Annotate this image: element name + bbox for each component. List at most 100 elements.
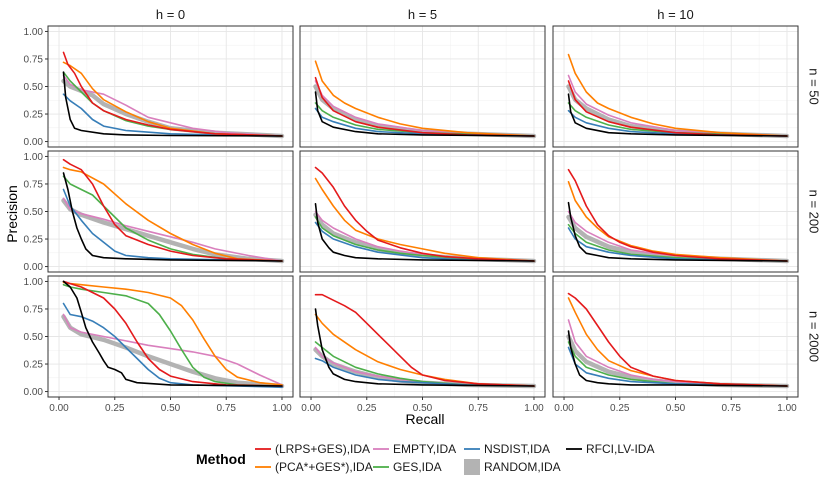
series-line-pca [62,166,283,262]
panel-r2-c2 [552,275,799,398]
panel-r0-c1 [299,25,546,148]
series-line-rfci [62,280,283,387]
y-tick-label: 0.50 [24,82,44,93]
series-line-rfci [567,93,788,137]
legend-item-random: RANDOM,IDA [464,459,561,475]
panel-r2-c0 [47,275,294,398]
x-tick-label: 0.75 [722,403,742,414]
series-line-lrps [567,292,788,387]
y-tick-label: 0.00 [24,387,44,398]
series-line-rfci [314,203,535,262]
strips-layer: h = 0 h = 5 h = 10 n = 50 n = 200 n = 2000 [156,7,822,362]
legend-item-ges: GES,IDA [373,460,442,474]
panel-border [552,150,799,273]
series-line-empty [62,313,283,386]
series-line-ges [62,175,283,262]
x-tick-label: 1.00 [777,403,797,414]
legend-label: (LRPS+GES),IDA [275,442,370,456]
legend-item-lrps: (LRPS+GES),IDA [255,442,370,456]
x-tick-label: 0.00 [49,403,69,414]
series-line-lrps [62,51,283,137]
legend-item-empty: EMPTY,IDA [373,442,456,456]
column-strip-label: h = 10 [657,7,694,22]
y-axis-label: Precision [4,185,20,243]
y-tick-label: 0.75 [24,179,44,190]
y-tick-label: 0.00 [24,262,44,273]
panel-border [299,25,546,148]
series-line-lrps [314,166,535,262]
series-line-lrps [62,280,283,387]
series-line-pca [567,181,788,262]
panel-r0-c0 [47,25,294,148]
column-strip-label: h = 0 [156,7,185,22]
x-tick-label: 0.50 [666,403,686,414]
series-line-pca [314,60,535,137]
series-line-nsdist [314,357,535,387]
series-line-nsdist [567,227,788,262]
x-tick-label: 0.25 [610,403,630,414]
series-line-random [61,314,285,389]
y-tick-label: 1.00 [24,27,44,38]
legend-label: NSDIST,IDA [484,442,550,456]
y-tick-label: 0.25 [24,235,44,246]
series-line-rfci [314,91,535,137]
x-tick-label: 0.00 [301,403,321,414]
x-tick-label: 0.25 [357,403,377,414]
y-tick-label: 0.75 [24,304,44,315]
y-tick-label: 0.25 [24,360,44,371]
x-tick-label: 0.75 [469,403,489,414]
y-tick-label: 0.25 [24,110,44,121]
y-tick-label: 1.00 [24,152,44,163]
panel-border [299,150,546,273]
row-strip-label: n = 200 [807,190,822,234]
series-line-nsdist [62,93,283,137]
panel-r1-c2 [552,150,799,273]
legend-item-rfci: RFCI,LV-IDA [566,442,654,456]
series-line-lrps [314,293,535,387]
series-line-nsdist [62,302,283,388]
x-tick-label: 1.00 [524,403,544,414]
panel-border [552,25,799,148]
series-line-rfci [62,172,283,262]
x-axis-label: Recall [406,411,445,427]
y-tick-label: 0.50 [24,332,44,343]
series-line-lrps [62,158,283,262]
y-tick-label: 0.00 [24,137,44,148]
series-line-ges [62,283,283,387]
y-tick-label: 1.00 [24,277,44,288]
column-strip-label: h = 5 [408,7,437,22]
series-line-nsdist [567,109,788,137]
legend: Method (LRPS+GES),IDA (PCA*+GES*),IDA EMPT… [196,442,654,475]
series-line-rfci [314,308,535,387]
x-tick-label: 0.00 [554,403,574,414]
legend-item-pca: (PCA*+GES*),IDA [255,460,373,474]
legend-label: (PCA*+GES*),IDA [275,460,373,474]
series-line-rfci [567,201,788,262]
x-tick-label: 0.50 [161,403,181,414]
panels-layer [47,25,799,398]
legend-label: GES,IDA [393,460,442,474]
legend-item-nsdist: NSDIST,IDA [464,442,550,456]
legend-title: Method [196,451,246,467]
series-line-rfci [62,71,283,137]
x-tick-label: 1.00 [272,403,292,414]
x-tick-label: 0.75 [217,403,237,414]
series-line-nsdist [62,188,283,262]
series-line-pca [567,53,788,137]
series-line-nsdist [314,107,535,137]
series-line-pca [62,281,283,386]
series-line-pca [314,177,535,262]
x-tick-label: 0.50 [413,403,433,414]
x-tick-label: 0.25 [105,403,125,414]
panel-r2-c1 [299,275,546,398]
legend-label: RFCI,LV-IDA [586,442,654,456]
panel-r0-c2 [552,25,799,148]
legend-label: RANDOM,IDA [484,460,561,474]
row-strip-label: n = 2000 [807,311,822,362]
y-tick-label: 0.50 [24,207,44,218]
legend-key-random [464,459,480,475]
y-tick-label: 0.75 [24,54,44,65]
series-line-lrps [567,168,788,262]
legend-label: EMPTY,IDA [393,442,456,456]
